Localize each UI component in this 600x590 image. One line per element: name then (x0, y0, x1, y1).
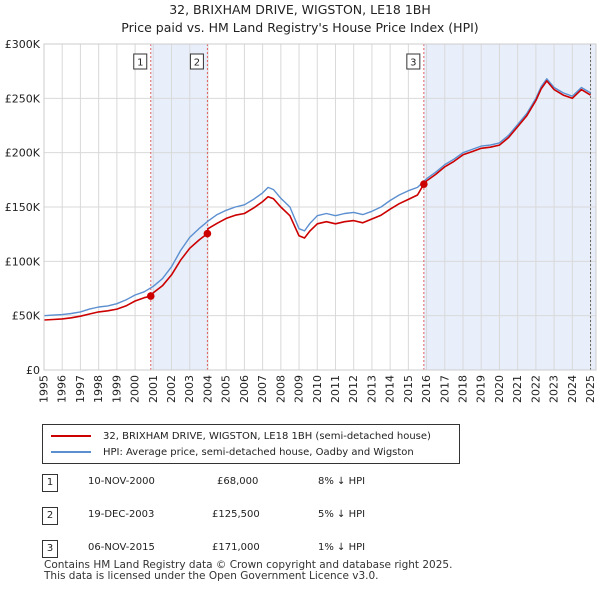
x-tick-label: 2010 (311, 375, 324, 403)
x-tick-label: 2004 (201, 375, 214, 403)
x-tick-label: 2023 (548, 375, 561, 403)
x-tick-label: 2012 (347, 375, 360, 403)
y-tick-label: £100K (5, 255, 41, 268)
x-tick-label: 2015 (402, 375, 415, 403)
legend-hpi-swatch (51, 451, 91, 453)
x-tick-label: 2008 (274, 375, 287, 403)
y-tick-label: £300K (5, 38, 41, 51)
sale-number-badge: 3 (42, 540, 58, 558)
sale-hpi-diff: 8% ↓ HPI (318, 476, 366, 487)
x-tick-label: 2003 (183, 375, 196, 403)
legend-price-swatch (51, 435, 91, 437)
price-chart: £0 £50K £100K £150K £200K £250K £300K 1995 1996 1… (5, 38, 597, 403)
sale-row: 1 10-NOV-2000 £68,000 8% ↓ HPI (42, 474, 462, 492)
x-tick-label: 2022 (529, 375, 542, 403)
legend-entry-hpi: HPI: Average price, semi-detached house,… (51, 445, 414, 459)
footer-line-licence: This data is licensed under the Open Gov… (44, 570, 379, 582)
sale-point (420, 180, 428, 188)
sale-row: 2 19-DEC-2003 £125,500 5% ↓ HPI (42, 507, 462, 525)
sale-hpi-diff: 1% ↓ HPI (318, 542, 366, 553)
x-tick-label: 2006 (238, 375, 251, 403)
footer-credits: Contains HM Land Registry data © Crown c… (44, 560, 452, 582)
sale-number-badge: 2 (42, 507, 58, 525)
sale-number-badge: 1 (42, 474, 58, 492)
x-tick-label: 2000 (129, 375, 142, 403)
price-paid-line (43, 80, 591, 321)
x-tick-label: 1995 (38, 375, 51, 403)
x-tick-label: 1996 (56, 375, 69, 403)
legend-price-label: 32, BRIXHAM DRIVE, WIGSTON, LE18 1BH (se… (103, 430, 431, 442)
legend-entry-price: 32, BRIXHAM DRIVE, WIGSTON, LE18 1BH (se… (51, 429, 431, 443)
sale-date: 10-NOV-2000 (88, 476, 155, 487)
x-tick-label: 2013 (365, 375, 378, 403)
plot-frame (43, 43, 597, 371)
x-tick-label: 2002 (165, 375, 178, 403)
x-tick-label: 1997 (74, 375, 87, 403)
x-tick-label: 2024 (566, 375, 579, 403)
y-tick-label: £250K (5, 92, 41, 105)
x-tick-label: 2021 (511, 375, 524, 403)
x-tick-label: 2005 (220, 375, 233, 403)
y-tick-label: £50K (12, 310, 41, 323)
sale-price: £68,000 (217, 476, 259, 487)
x-tick-label: 2011 (329, 375, 342, 403)
x-tick-label: 2014 (384, 375, 397, 403)
footer-line-copyright: Contains HM Land Registry data © Crown c… (44, 559, 453, 571)
sale-label-box (406, 53, 421, 70)
chart-legend: 32, BRIXHAM DRIVE, WIGSTON, LE18 1BH (se… (42, 424, 460, 464)
x-tick-label: 2009 (293, 375, 306, 403)
x-tick-label: 2017 (438, 375, 451, 403)
x-tick-label: 2025 (584, 375, 597, 403)
x-tick-label: 1999 (110, 375, 123, 403)
x-tick-label: 2001 (147, 375, 160, 403)
sale-label-number: 2 (194, 58, 200, 69)
sale-point (203, 229, 212, 238)
x-tick-label: 2016 (420, 375, 433, 403)
sale-label-number: 3 (410, 58, 416, 69)
y-tick-label: £150K (5, 201, 41, 214)
chart-subtitle: Price paid vs. HM Land Registry's House … (121, 20, 479, 35)
sale-price: £125,500 (212, 509, 260, 520)
sale-label-box (189, 53, 204, 70)
x-tick-label: 2007 (256, 375, 269, 403)
y-tick-label: £200K (5, 147, 41, 160)
hpi-line (43, 78, 591, 317)
y-tick-label: £0 (26, 364, 40, 377)
chart-title: 32, BRIXHAM DRIVE, WIGSTON, LE18 1BH (169, 2, 431, 17)
x-tick-label: 2019 (475, 375, 488, 403)
sale-date: 19-DEC-2003 (88, 509, 155, 520)
sale-hpi-diff: 5% ↓ HPI (318, 509, 366, 520)
sale-price: £171,000 (212, 542, 260, 553)
sale-date: 06-NOV-2015 (88, 542, 155, 553)
sale-label-number: 1 (137, 58, 143, 69)
x-tick-label: 1998 (92, 375, 105, 403)
sale-row: 3 06-NOV-2015 £171,000 1% ↓ HPI (42, 540, 462, 558)
x-tick-label: 2020 (493, 375, 506, 403)
sale-point (146, 292, 155, 300)
legend-hpi-label: HPI: Average price, semi-detached house,… (103, 446, 414, 458)
sale-label-box (133, 53, 148, 70)
x-tick-label: 2018 (457, 375, 470, 403)
